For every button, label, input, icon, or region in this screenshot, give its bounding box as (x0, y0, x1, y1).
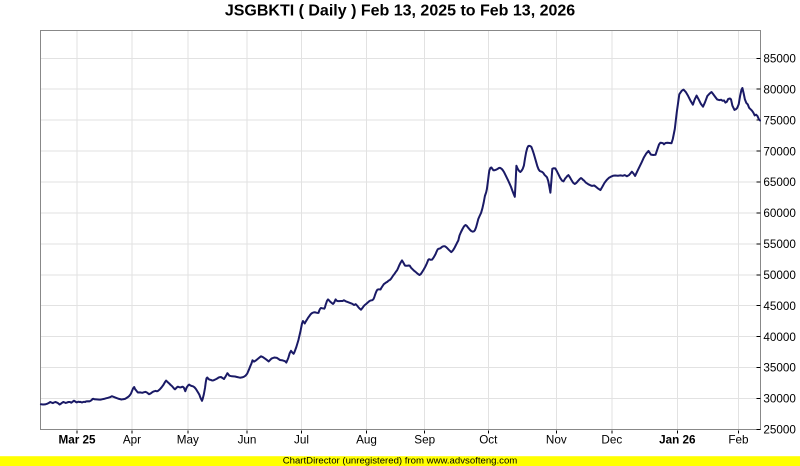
svg-text:May: May (177, 433, 199, 446)
svg-text:Feb: Feb (728, 433, 749, 446)
svg-text:80000: 80000 (763, 83, 796, 96)
svg-text:60000: 60000 (763, 207, 796, 220)
svg-text:85000: 85000 (763, 53, 796, 66)
svg-text:65000: 65000 (763, 176, 796, 189)
svg-text:Sep: Sep (414, 433, 435, 446)
svg-text:25000: 25000 (763, 424, 796, 437)
svg-text:Jul: Jul (294, 433, 309, 446)
svg-text:Jan 26: Jan 26 (659, 433, 696, 446)
svg-text:30000: 30000 (763, 393, 796, 406)
svg-text:Oct: Oct (479, 433, 498, 446)
svg-text:ChartDirector (unregistered) f: ChartDirector (unregistered) from www.ad… (283, 455, 518, 466)
svg-text:75000: 75000 (763, 114, 796, 127)
svg-text:70000: 70000 (763, 145, 796, 158)
svg-text:55000: 55000 (763, 238, 796, 251)
svg-text:JSGBKTI ( Daily ) Feb 13, 2025: JSGBKTI ( Daily ) Feb 13, 2025 to Feb 13… (225, 3, 575, 20)
svg-text:Mar 25: Mar 25 (58, 433, 96, 446)
svg-text:35000: 35000 (763, 362, 796, 375)
svg-text:45000: 45000 (763, 300, 796, 313)
svg-text:50000: 50000 (763, 269, 796, 282)
svg-text:Dec: Dec (601, 433, 622, 446)
svg-text:Jun: Jun (238, 433, 257, 446)
svg-text:Aug: Aug (356, 433, 377, 446)
svg-text:Nov: Nov (546, 433, 567, 446)
svg-text:40000: 40000 (763, 331, 796, 344)
svg-text:Apr: Apr (123, 433, 141, 446)
